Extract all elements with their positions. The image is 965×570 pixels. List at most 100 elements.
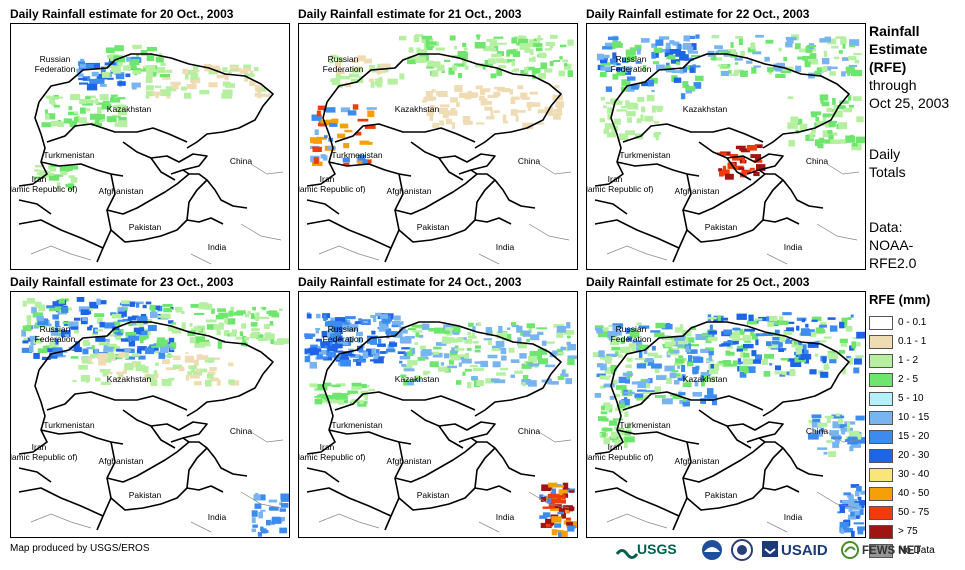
- rainfall-cell: [44, 109, 48, 114]
- rainfall-cell: [669, 372, 677, 379]
- rainfall-cell: [72, 380, 77, 383]
- rainfall-cell: [486, 39, 496, 42]
- rainfall-cell: [626, 357, 633, 362]
- rainfall-cell: [389, 342, 398, 347]
- rainfall-cell: [855, 355, 864, 359]
- rainfall-cell: [145, 93, 150, 99]
- rainfall-cell: [340, 107, 350, 113]
- legend-swatch: [869, 429, 893, 444]
- rainfall-cell: [800, 328, 810, 335]
- rainfall-cell: [138, 355, 146, 360]
- rainfall-cell: [199, 90, 210, 95]
- rainfall-cell: [76, 70, 80, 74]
- rainfall-cell: [556, 326, 567, 333]
- rainfall-cell: [602, 46, 613, 50]
- rainfall-cell: [163, 307, 172, 313]
- rainfall-cell: [61, 306, 69, 313]
- legend-label: 2 - 5: [898, 374, 919, 385]
- rainfall-cell: [95, 102, 104, 105]
- rainfall-cell: [624, 379, 630, 384]
- rainfall-cell: [646, 94, 655, 102]
- rainfall-cell: [796, 325, 800, 331]
- rainfall-cell: [721, 343, 731, 347]
- rainfall-cell: [666, 56, 671, 60]
- rainfall-cell: [26, 298, 35, 304]
- rainfall-cell: [42, 345, 53, 349]
- rainfall-cell: [52, 121, 64, 127]
- rainfall-cell: [386, 332, 390, 339]
- rainfall-cell: [829, 430, 839, 436]
- rainfall-cell: [677, 43, 682, 50]
- rainfall-cell: [359, 355, 363, 362]
- rainfall-cell: [603, 128, 609, 134]
- label-pakistan: Pakistan: [129, 490, 162, 500]
- rainfall-cell: [280, 503, 289, 508]
- rainfall-cell: [811, 316, 822, 322]
- rainfall-cell: [750, 329, 754, 336]
- rainfall-cell: [426, 45, 433, 51]
- rainfall-cell: [729, 331, 740, 339]
- rainfall-cell: [835, 413, 841, 417]
- rainfall-cell: [433, 346, 442, 350]
- country-border: [594, 219, 680, 249]
- rainfall-cell: [812, 48, 817, 52]
- rainfall-cell: [651, 53, 656, 59]
- rainfall-cell: [185, 69, 194, 76]
- rainfall-cell: [728, 70, 732, 74]
- rainfall-cell: [541, 484, 551, 491]
- rainfall-cell: [626, 336, 632, 342]
- rainfall-cell: [826, 440, 833, 443]
- rainfall-cell: [755, 339, 759, 346]
- rainfall-cell: [739, 70, 748, 77]
- rainfall-cell: [796, 317, 807, 321]
- minor-border: [538, 431, 572, 443]
- label-afghanistan: Afghanistan: [99, 456, 144, 466]
- country-border: [698, 141, 784, 175]
- rainfall-cell: [431, 70, 439, 77]
- rainfall-cell: [642, 391, 654, 394]
- label-kazakhstan: Kazakhstan: [107, 374, 152, 384]
- rainfall-cell: [170, 342, 177, 349]
- rainfall-cell: [511, 60, 515, 67]
- rainfall-cell: [601, 405, 605, 411]
- rainfall-cell: [411, 348, 416, 355]
- rainfall-cell: [728, 340, 739, 345]
- rainfall-cell: [547, 110, 554, 116]
- rainfall-cell: [841, 317, 848, 323]
- rainfall-cell: [552, 350, 558, 355]
- rainfall-cell: [191, 70, 197, 74]
- rainfall-cell: [432, 351, 440, 355]
- rainfall-cell: [111, 62, 116, 65]
- rainfall-cell: [117, 319, 125, 322]
- rainfall-cell: [643, 349, 648, 355]
- rainfall-cell: [159, 74, 170, 78]
- rainfall-cell: [464, 93, 472, 100]
- rainfall-cell: [432, 123, 439, 128]
- rainfall-cell: [476, 35, 480, 40]
- rainfall-cell: [136, 366, 147, 369]
- rainfall-cell: [343, 322, 350, 325]
- rainfall-cell: [89, 325, 93, 328]
- legend-item: 10 - 15: [869, 408, 935, 427]
- rainfall-cell: [124, 348, 131, 353]
- rainfall-cell: [96, 298, 101, 305]
- rainfall-cell: [682, 382, 692, 387]
- rainfall-cell: [626, 111, 636, 117]
- rainfall-cell: [462, 60, 467, 66]
- rainfall-cell: [192, 370, 202, 376]
- rainfall-cell: [612, 325, 618, 331]
- rainfall-cell: [336, 58, 344, 63]
- rainfall-cell: [522, 374, 529, 380]
- rainfall-cell: [417, 356, 425, 361]
- rainfall-cell: [352, 68, 363, 73]
- rainfall-cell: [193, 359, 199, 366]
- rainfall-cell: [772, 337, 781, 341]
- rainfall-cell: [640, 114, 644, 121]
- rainfall-cell: [624, 376, 630, 381]
- rainfall-cell: [655, 39, 664, 46]
- rainfall-cell: [650, 77, 658, 84]
- rainfall-cell: [624, 436, 635, 443]
- rainfall-cell: [110, 97, 121, 103]
- rainfall-cell: [125, 73, 131, 78]
- rainfall-cell: [497, 51, 505, 56]
